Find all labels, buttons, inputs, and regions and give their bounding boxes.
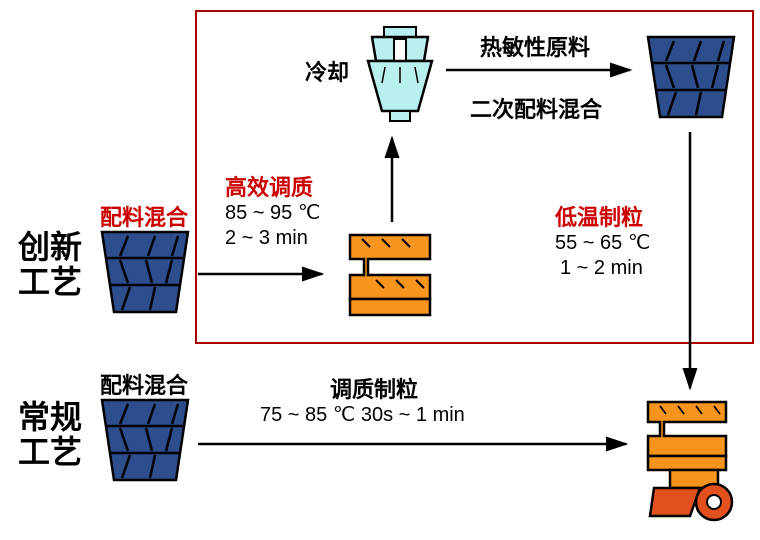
- param-hi-eff-time: 2 ~ 3 min: [225, 225, 308, 251]
- label-secondary-mix: 二次配料混合: [470, 92, 602, 124]
- label-mix1: 配料混合: [100, 200, 188, 232]
- diagram-container: 创新 工艺 常规 工艺 配料混合 高效调质 85 ~ 95 ℃ 2 ~ 3 mi…: [0, 0, 760, 540]
- label-cooling: 冷却: [305, 55, 349, 87]
- arrow-icon: [196, 432, 636, 456]
- label-conv-cond-pellet: 调质制粒: [330, 372, 418, 404]
- hopper-icon: [646, 35, 736, 125]
- row-title-innovative: 创新 工艺: [18, 230, 82, 300]
- label-hi-eff-cond: 高效调质: [225, 170, 313, 202]
- arrow-icon: [380, 130, 404, 226]
- arrow-icon: [678, 130, 702, 400]
- pelletizer-icon: [640, 398, 745, 528]
- arrow-icon: [196, 262, 332, 286]
- label-mix2: 配料混合: [100, 368, 188, 400]
- cooler-icon: [360, 25, 440, 130]
- param-hi-eff-temp: 85 ~ 95 ℃: [225, 200, 320, 226]
- param-low-temp-temp: 55 ~ 65 ℃: [555, 230, 650, 256]
- label-low-temp-pellet: 低温制粒: [555, 200, 643, 232]
- hopper-icon: [100, 398, 190, 488]
- label-heat-sensitive: 热敏性原料: [480, 30, 590, 62]
- param-conv-line: 75 ~ 85 ℃ 30s ~ 1 min: [260, 402, 465, 428]
- row-title-conventional: 常规 工艺: [18, 400, 82, 470]
- hopper-icon: [100, 230, 190, 320]
- param-low-temp-time: 1 ~ 2 min: [560, 255, 643, 281]
- conditioner-icon: [340, 225, 440, 325]
